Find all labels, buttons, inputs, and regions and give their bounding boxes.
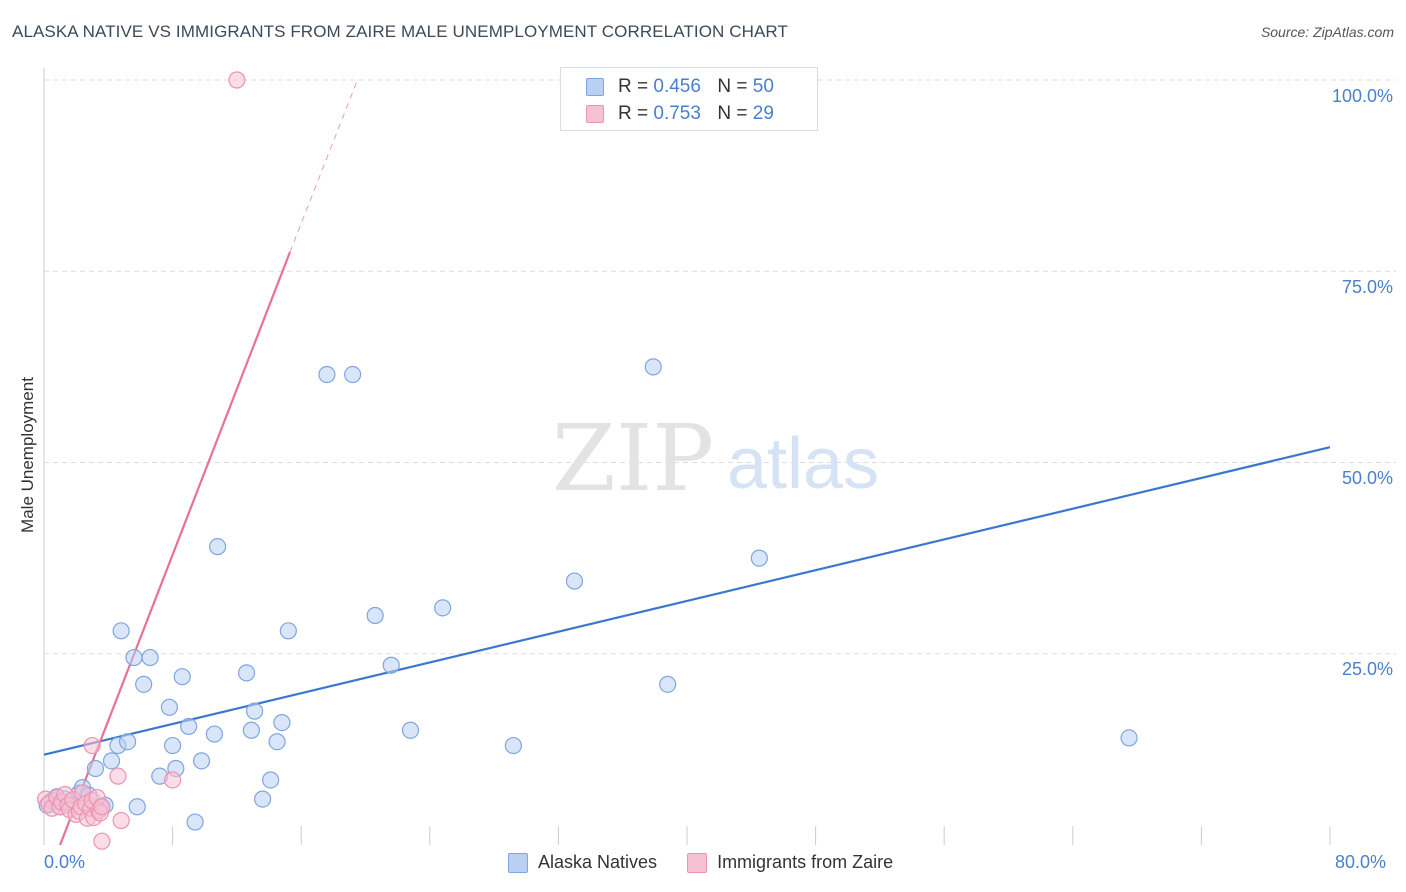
- series-legend-label: Immigrants from Zaire: [717, 852, 894, 872]
- series-legend: Alaska Natives Immigrants from Zaire: [508, 852, 923, 873]
- data-point-immigrants-from-zaire: [164, 771, 182, 789]
- legend-n-value: 29: [752, 103, 774, 124]
- x-tick-label-max: 80.0%: [1335, 852, 1387, 872]
- legend-row-alaska-natives: R = 0.456 N = 50: [586, 75, 774, 99]
- watermark-zip: ZIP: [552, 405, 714, 512]
- y-axis-label: Male Unemployment: [18, 377, 37, 533]
- series-swatch-blue: [508, 852, 528, 873]
- data-point-alaska-natives: [102, 752, 121, 770]
- data-point-alaska-natives: [186, 813, 204, 831]
- watermark: ZIP atlas: [552, 405, 879, 512]
- trend-line-immigrants-from-zaire: [59, 251, 291, 846]
- data-point-alaska-natives: [268, 733, 286, 751]
- data-point-alaska-natives: [112, 622, 130, 640]
- legend-swatch-pink: [586, 105, 604, 123]
- chart-source: Source: ZipAtlas.com: [1260, 24, 1394, 40]
- data-point-alaska-natives: [434, 599, 452, 617]
- data-point-alaska-natives: [366, 606, 384, 625]
- legend-r-label: R =: [618, 76, 649, 97]
- data-point-alaska-natives: [401, 721, 420, 739]
- data-point-alaska-natives: [209, 538, 227, 556]
- legend-row-immigrants-zaire: R = 0.753 N = 29: [586, 102, 774, 126]
- data-point-alaska-natives: [254, 790, 272, 808]
- stats-legend: R = 0.456 N = 50 R = 0.753 N = 29: [560, 67, 818, 131]
- data-point-alaska-natives: [382, 656, 400, 674]
- data-point-immigrants-from-zaire: [93, 832, 111, 850]
- trend-line-extension-immigrants-from-zaire: [289, 79, 358, 253]
- data-point-alaska-natives: [273, 713, 291, 732]
- data-point-alaska-natives: [344, 365, 362, 384]
- data-point-alaska-natives: [128, 798, 146, 816]
- data-point-alaska-natives: [192, 752, 211, 770]
- data-point-alaska-natives: [659, 675, 677, 693]
- data-point-alaska-natives: [1120, 729, 1138, 747]
- data-point-alaska-natives: [242, 721, 260, 739]
- y-tick-label-75: 75.0%: [1341, 277, 1393, 297]
- data-point-alaska-natives: [245, 702, 264, 720]
- y-tick-label-25: 25.0%: [1341, 659, 1393, 679]
- data-point-alaska-natives: [141, 648, 159, 667]
- y-tick-label-100: 100.0%: [1331, 86, 1393, 106]
- data-point-immigrants-from-zaire: [93, 798, 111, 816]
- legend-n-label: N =: [717, 103, 748, 124]
- data-point-alaska-natives: [125, 648, 143, 667]
- data-point-alaska-natives: [279, 622, 297, 640]
- legend-r-label: R =: [618, 103, 649, 124]
- series-legend-alaska-natives[interactable]: Alaska Natives: [508, 852, 657, 873]
- data-point-alaska-natives: [750, 549, 768, 567]
- watermark-atlas: atlas: [727, 424, 879, 504]
- x-tick-label-min: 0.0%: [44, 852, 86, 872]
- data-point-alaska-natives: [644, 358, 662, 376]
- series-legend-immigrants-zaire[interactable]: Immigrants from Zaire: [687, 852, 893, 873]
- series-legend-label: Alaska Natives: [538, 852, 658, 872]
- legend-r-value: 0.456: [653, 76, 701, 97]
- data-point-alaska-natives: [160, 698, 178, 716]
- chart-title: ALASKA NATIVE VS IMMIGRANTS FROM ZAIRE M…: [12, 22, 788, 41]
- data-point-alaska-natives: [205, 725, 223, 743]
- data-points: [37, 71, 1138, 850]
- data-point-alaska-natives: [180, 717, 198, 736]
- data-point-immigrants-from-zaire: [109, 767, 127, 785]
- data-point-immigrants-from-zaire: [228, 71, 246, 89]
- legend-r-value: 0.753: [653, 103, 701, 124]
- data-point-alaska-natives: [504, 736, 522, 755]
- data-point-alaska-natives: [565, 572, 584, 590]
- series-swatch-pink: [687, 852, 708, 873]
- legend-swatch-blue: [586, 78, 604, 96]
- data-point-immigrants-from-zaire: [112, 811, 130, 830]
- data-point-alaska-natives: [86, 759, 105, 778]
- legend-n-label: N =: [717, 76, 748, 97]
- data-point-alaska-natives: [135, 675, 153, 693]
- data-point-alaska-natives: [164, 736, 182, 755]
- data-point-immigrants-from-zaire: [83, 736, 101, 755]
- legend-n-value: 50: [752, 76, 774, 97]
- data-point-alaska-natives: [237, 664, 256, 682]
- data-point-alaska-natives: [173, 668, 191, 686]
- data-point-alaska-natives: [118, 733, 137, 751]
- data-point-alaska-natives: [262, 771, 280, 789]
- y-tick-label-50: 50.0%: [1341, 468, 1393, 488]
- data-point-alaska-natives: [318, 365, 336, 384]
